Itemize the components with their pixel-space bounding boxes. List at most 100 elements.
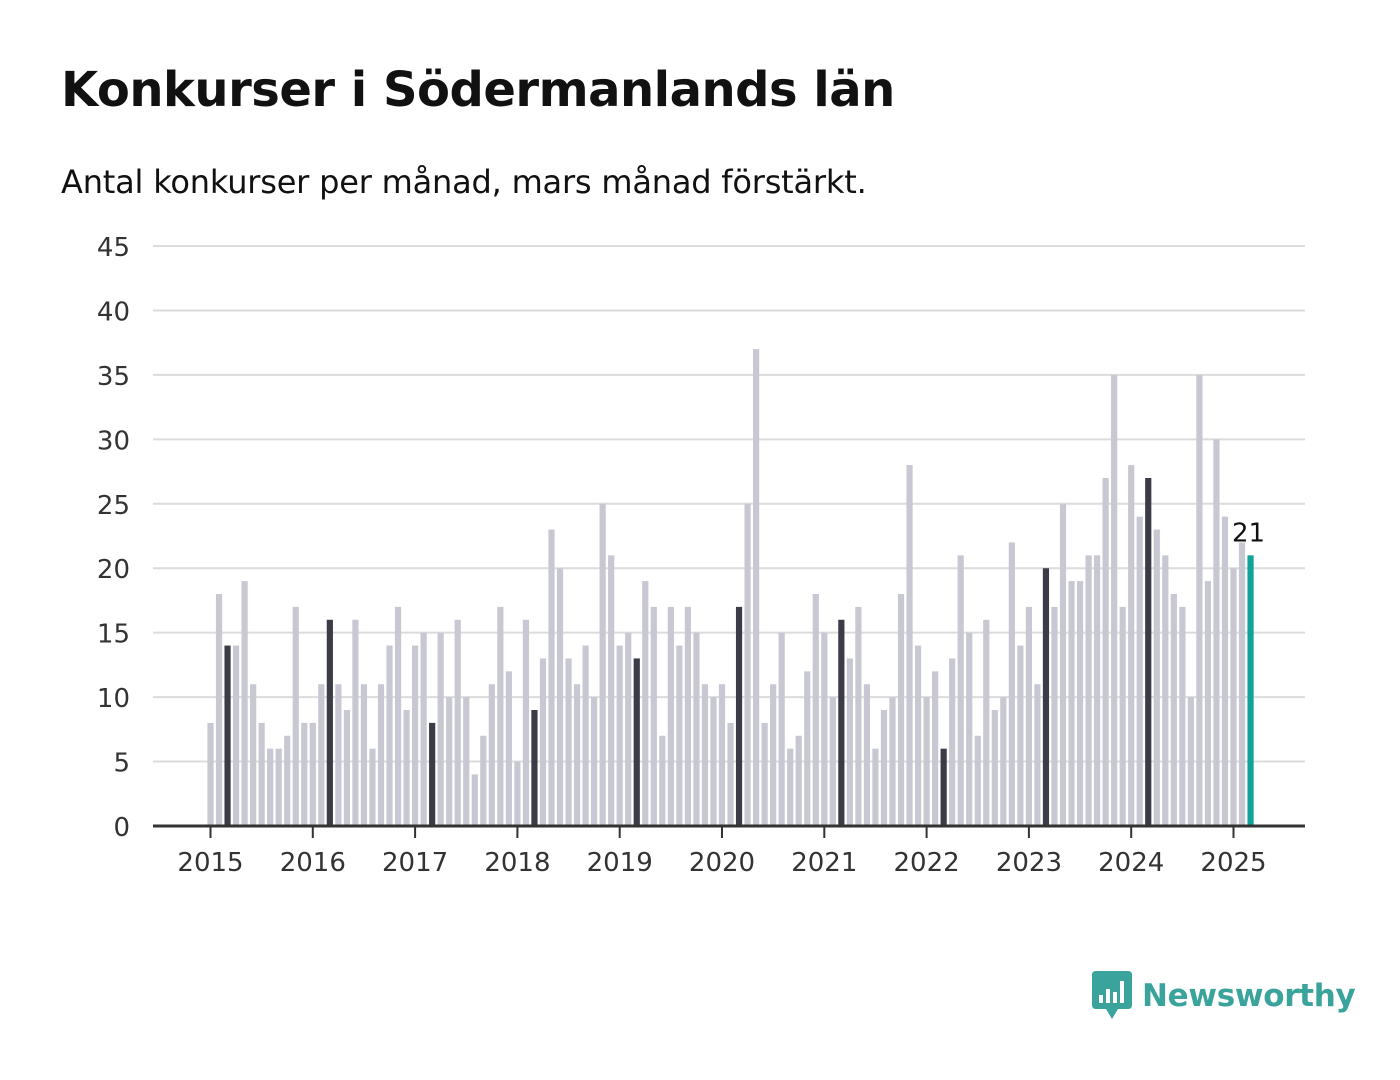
bar bbox=[1145, 478, 1152, 826]
bar bbox=[1000, 697, 1007, 826]
x-tick-label: 2015 bbox=[177, 848, 243, 878]
brand-name: Newsworthy bbox=[1142, 978, 1356, 1014]
bar bbox=[684, 606, 691, 826]
bar bbox=[1247, 555, 1254, 826]
bar bbox=[906, 465, 913, 826]
bar bbox=[548, 529, 555, 826]
chart-subtitle: Antal konkurser per månad, mars månad fö… bbox=[61, 163, 867, 201]
bar bbox=[1094, 555, 1101, 826]
bar bbox=[625, 632, 632, 826]
bar bbox=[787, 748, 794, 826]
bar bbox=[565, 658, 572, 826]
x-tick-label: 2024 bbox=[1098, 848, 1164, 878]
bar bbox=[846, 658, 853, 826]
bar bbox=[267, 748, 274, 826]
bar bbox=[1238, 542, 1246, 826]
data-label: 21 bbox=[1232, 518, 1265, 548]
bar bbox=[932, 671, 939, 826]
bar bbox=[420, 632, 427, 826]
x-tick-label: 2021 bbox=[791, 848, 857, 878]
bar bbox=[1068, 581, 1075, 826]
bar bbox=[275, 748, 282, 826]
x-tick-label: 2025 bbox=[1200, 848, 1266, 878]
bar bbox=[957, 555, 964, 826]
bar bbox=[309, 722, 316, 826]
bar bbox=[1187, 697, 1194, 826]
bar bbox=[539, 658, 547, 826]
bar bbox=[1008, 542, 1015, 826]
y-tick-label: 25 bbox=[97, 491, 130, 521]
bar bbox=[480, 735, 487, 826]
bar bbox=[1051, 606, 1058, 826]
bar bbox=[1204, 581, 1212, 826]
x-axis: 2015 2016 2017 2018 2019 2020 2021 2022 2023 2024… bbox=[153, 824, 1305, 878]
y-tick-label: 10 bbox=[97, 684, 130, 714]
bar bbox=[889, 697, 896, 826]
bar bbox=[1025, 606, 1032, 826]
bar bbox=[983, 619, 990, 826]
bar bbox=[446, 697, 453, 826]
bar bbox=[531, 710, 538, 826]
bar bbox=[616, 645, 623, 826]
bar bbox=[250, 684, 257, 826]
bar bbox=[880, 710, 888, 826]
bar bbox=[770, 684, 777, 826]
bar bbox=[1085, 555, 1092, 826]
bar bbox=[812, 594, 819, 826]
bar bbox=[394, 606, 402, 826]
bar bbox=[761, 722, 768, 826]
bar bbox=[1119, 606, 1126, 826]
bar bbox=[403, 710, 410, 826]
y-tick-label: 15 bbox=[97, 620, 130, 650]
bar bbox=[591, 697, 598, 826]
y-tick-label: 35 bbox=[97, 362, 130, 392]
bar bbox=[258, 722, 265, 826]
bar bbox=[437, 632, 444, 826]
bar bbox=[676, 645, 683, 826]
y-tick-label: 30 bbox=[97, 426, 130, 456]
bar bbox=[582, 645, 589, 826]
bar bbox=[966, 632, 973, 826]
bar bbox=[804, 671, 811, 826]
y-tick-label: 20 bbox=[97, 555, 130, 585]
x-tick-label: 2017 bbox=[382, 848, 448, 878]
bar bbox=[659, 735, 666, 826]
annotations: 21 bbox=[1232, 518, 1265, 548]
y-tick-label: 45 bbox=[97, 233, 130, 263]
bar bbox=[369, 748, 376, 826]
bar bbox=[497, 606, 504, 826]
y-tick-label: 0 bbox=[113, 813, 130, 843]
x-tick-label: 2022 bbox=[894, 848, 960, 878]
x-tick-label: 2018 bbox=[484, 848, 550, 878]
bar bbox=[1221, 516, 1229, 826]
bar bbox=[642, 581, 649, 826]
bar bbox=[522, 619, 530, 826]
bar bbox=[1128, 465, 1135, 826]
x-tick-label: 2016 bbox=[280, 848, 346, 878]
newsworthy-brand: Newsworthy bbox=[1092, 970, 1356, 1022]
bar bbox=[897, 594, 905, 826]
bar bbox=[727, 722, 734, 826]
x-tick-label: 2023 bbox=[996, 848, 1062, 878]
bar bbox=[633, 658, 640, 826]
bar bbox=[1111, 374, 1118, 826]
bar bbox=[940, 748, 947, 826]
bar bbox=[360, 684, 368, 826]
bar bbox=[318, 684, 325, 826]
bar bbox=[343, 710, 350, 826]
bar bbox=[232, 645, 240, 826]
bar bbox=[949, 658, 956, 826]
x-tick-label: 2019 bbox=[587, 848, 653, 878]
bar bbox=[1136, 516, 1143, 826]
bar bbox=[1162, 555, 1169, 826]
bar bbox=[838, 619, 845, 826]
bar bbox=[1017, 645, 1024, 826]
bar bbox=[224, 645, 231, 826]
bar bbox=[488, 684, 495, 826]
bar bbox=[292, 606, 299, 826]
bar bbox=[855, 606, 862, 826]
bar bbox=[335, 684, 342, 826]
bar bbox=[241, 581, 248, 826]
bar bbox=[829, 697, 836, 826]
